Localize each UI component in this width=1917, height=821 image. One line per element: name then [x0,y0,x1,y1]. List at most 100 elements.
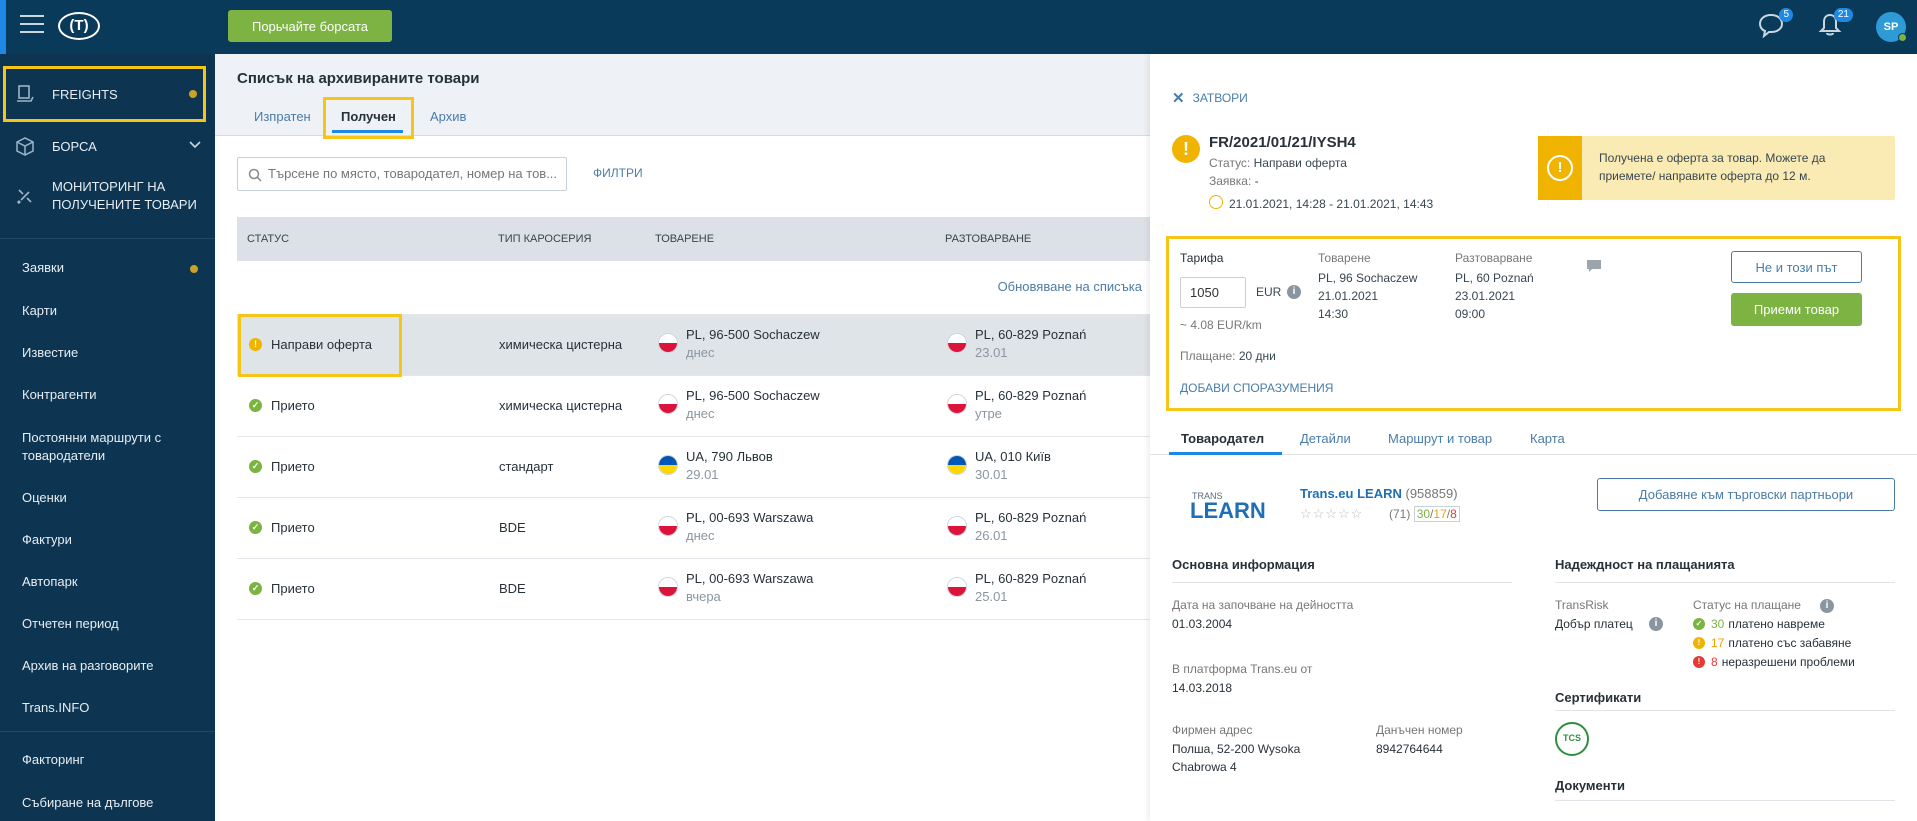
status-text: Направи оферта [271,337,373,352]
user-avatar[interactable]: SP [1876,12,1907,42]
column-header-status[interactable]: СТАТУС [247,233,290,245]
freight-list-panel: Списък на архивираните товари Изпратен П… [215,54,1150,821]
loading-date: вчера [686,589,721,604]
sidebar-item-trans-info[interactable]: Trans.INFO [0,700,89,715]
clock-icon [1209,195,1223,209]
warning-icon: ! [1172,135,1200,163]
chevron-down-icon[interactable] [189,141,201,149]
poland-flag-icon [947,333,967,353]
notifications-badge: 21 [1833,8,1853,22]
add-agreements-link[interactable]: ДОБАВИ СПОРАЗУМЕНИЯ [1180,381,1334,395]
check-icon: ✓ [249,521,262,534]
close-button[interactable]: ✕ ЗАТВОРИ [1172,89,1248,107]
menu-icon[interactable] [20,15,44,35]
sidebar-primary-section: FREIGHTS БОРСА МОНИТОРИНГ НА ПОЛУЧЕНИТЕ … [0,54,215,239]
column-header-unloading[interactable]: РАЗТОВАРВАНЕ [945,233,1032,245]
payment-terms: Плащане: 20 дни [1180,347,1276,365]
platform-since-value: 14.03.2018 [1172,681,1233,695]
reject-button[interactable]: Не и този път [1731,251,1862,283]
tariff-label: Тарифа [1180,251,1224,265]
sidebar-item-monitoring[interactable]: МОНИТОРИНГ НА ПОЛУЧЕНИТЕ ТОВАРИ [0,176,215,216]
search-box[interactable] [237,157,567,191]
tariff-input[interactable] [1180,277,1246,308]
body-type: BDE [499,581,526,596]
poland-flag-icon [947,394,967,414]
unresolved-label: неразрешени проблеми [1721,655,1855,669]
tab-details[interactable]: Детайли [1300,431,1351,446]
column-header-loading[interactable]: ТОВАРЕНЕ [655,233,715,245]
sidebar-item-invoices[interactable]: Фактури [0,532,72,547]
filters-link[interactable]: ФИЛТРИ [593,166,643,180]
payment-label: Плащане: [1180,349,1236,363]
table-row[interactable]: ✓ Прието BDE PL, 00-693 Warszawa днес PL… [237,498,1150,559]
tcs-certificate-badge[interactable]: TCS [1555,722,1589,756]
notifications-icon[interactable]: 21 [1817,8,1853,42]
payment-status-label: Статус на плащане [1693,598,1801,612]
info-icon[interactable]: i [1649,617,1663,631]
sidebar-item-debt-collection[interactable]: Събиране на дългове [0,795,153,810]
sidebar-item-label: БОРСА [52,138,97,154]
company-name-link[interactable]: Trans.eu LEARN [1300,486,1402,501]
sidebar-item-requests[interactable]: Заявки [0,260,64,275]
refresh-list-link[interactable]: Обновяване на списъка [997,279,1142,294]
tab-map[interactable]: Карта [1530,431,1565,446]
tab-sent[interactable]: Изпратен [254,109,311,124]
unloading-date: 23.01 [975,345,1008,360]
add-partner-button[interactable]: Добавяне към търговски партньори [1597,478,1895,511]
status-value: Направи оферта [1253,156,1347,170]
freight-request: Заявка: - [1209,174,1259,188]
unloading-date: 30.01 [975,467,1008,482]
table-row[interactable]: ✓ Прието BDE PL, 00-693 Warszawa вчера P… [237,559,1150,620]
loading-time: 14:30 [1318,307,1349,321]
tab-route-and-goods[interactable]: Маршрут и товар [1388,431,1493,446]
request-value: - [1254,174,1259,188]
search-input[interactable] [268,166,560,181]
rating-good: 30 [1416,507,1431,521]
table-row[interactable]: ✓ Прието химическа цистерна PL, 96-500 S… [237,376,1150,437]
sidebar-item-exchange[interactable]: БОРСА [0,131,215,161]
sidebar-item-factoring[interactable]: Факторинг [0,752,84,767]
unresolved-count: 8 [1711,655,1718,669]
column-header-body-type[interactable]: ТИП КАРОСЕРИЯ [498,233,592,245]
sidebar-item-reporting-period[interactable]: Отчетен период [0,616,119,631]
app-logo[interactable]: (T) [58,12,100,40]
unloading-date: 26.01 [975,528,1008,543]
body-type: стандарт [499,459,554,474]
messages-icon[interactable]: 5 [1757,8,1793,42]
offer-box: Тарифа EUR i ~ 4.08 EUR/km Плащане: 20 д… [1166,236,1901,411]
transrisk-value: Добър платец [1555,617,1633,631]
online-status-dot [1898,33,1907,42]
documents-title: Документи [1555,778,1625,793]
paid-late-count: 17 [1711,636,1725,650]
table-row[interactable]: ✓ Прието стандарт UA, 790 Львов 29.01 UA… [237,437,1150,498]
loading-city: PL, 00-693 Warszawa [686,510,814,525]
table-row[interactable]: ! Направи оферта химическа цистерна PL, … [237,314,1150,377]
info-icon[interactable]: i [1287,285,1301,299]
freight-detail-panel: ✕ ЗАТВОРИ ! FR/2021/01/21/IYSH4 Статус: … [1150,54,1917,821]
sidebar-item-maps[interactable]: Карти [0,303,57,318]
sidebar-item-contractors[interactable]: Контрагенти [0,387,96,402]
sidebar-item-notifications[interactable]: Известие [0,345,78,360]
section-divider [1172,582,1512,583]
rating-count: (71) [1389,507,1411,521]
search-exchange-button[interactable]: Порьчайте борсата [228,10,392,42]
tab-active-underline [332,130,403,133]
unloading-city: PL, 60-829 Poznań [975,327,1087,342]
paid-on-time-row: ✓ 30 платено навреме [1693,617,1825,631]
sidebar-item-label: Постоянни маршрути с товародатели [22,430,162,463]
comment-icon[interactable] [1586,259,1602,273]
sidebar-item-fleet[interactable]: Автопарк [0,574,78,589]
rating-stars-icon: ☆☆☆☆☆ [1300,506,1364,521]
sidebar-item-chat-archive[interactable]: Архив на разговорите [0,658,154,673]
sidebar-item-freights[interactable]: FREIGHTS [3,66,206,122]
tab-shipper[interactable]: Товародател [1181,431,1265,446]
check-icon: ✓ [249,460,262,473]
tab-archive[interactable]: Архив [430,109,467,124]
sidebar-item-ratings[interactable]: Оценки [0,490,67,505]
tab-received[interactable]: Получен [341,109,396,124]
loading-city: PL, 96-500 Sochaczew [686,388,820,403]
accept-freight-button[interactable]: Приеми товар [1731,293,1862,326]
top-bar: (T) Порьчайте борсата 5 21 SP [0,0,1917,54]
sidebar-item-routes[interactable]: Постоянни маршрути с товародатели [0,429,200,465]
info-icon[interactable]: i [1820,599,1834,613]
